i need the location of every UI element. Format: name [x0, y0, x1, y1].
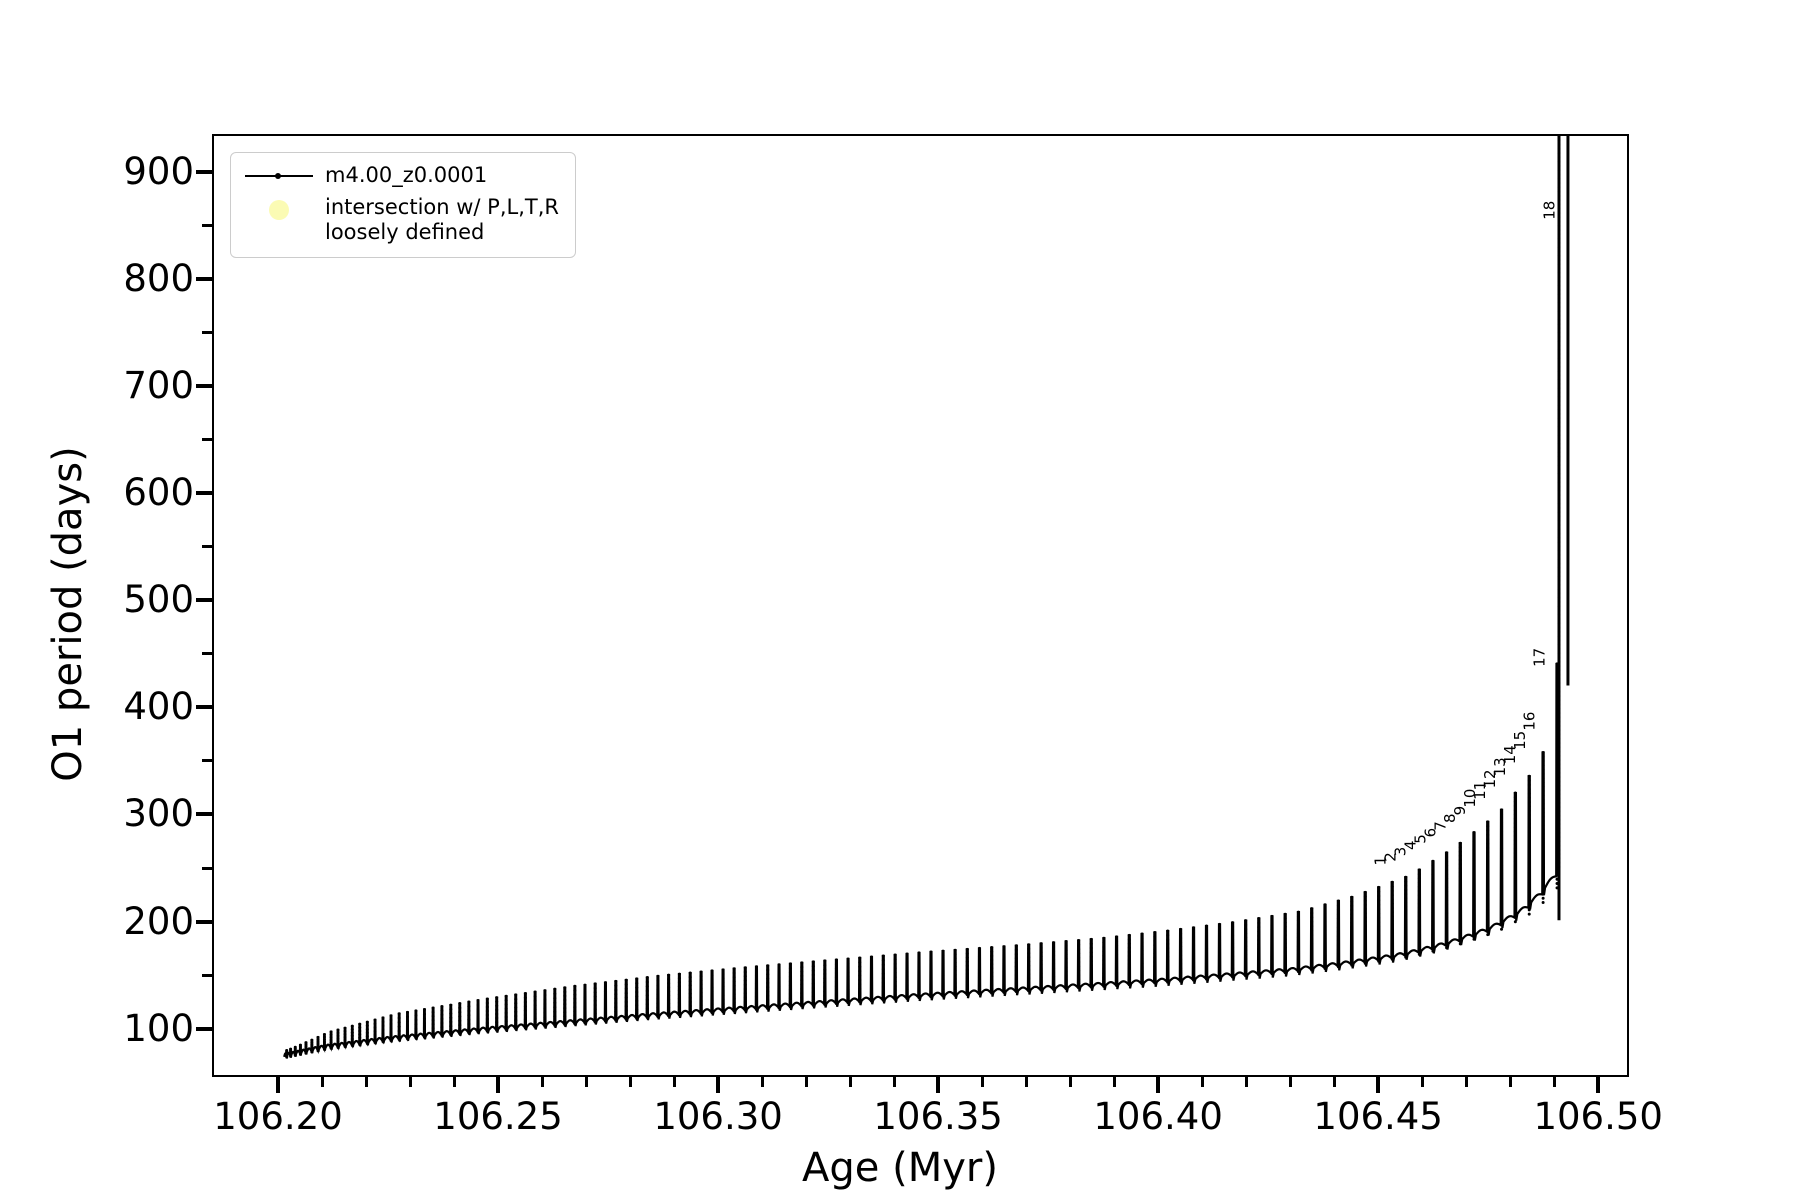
x-tick-mark-minor: [1332, 1075, 1336, 1087]
final-pulse-spike: [1557, 136, 1570, 921]
x-tick-label: 106.40: [1093, 1095, 1223, 1138]
x-tick-mark-minor: [540, 1075, 544, 1087]
pulse-index-label: 16: [1521, 712, 1539, 731]
y-tick-label: 500: [123, 578, 194, 622]
y-tick-mark: [196, 383, 214, 388]
pulse-index-label: 7: [1431, 821, 1449, 831]
x-tick-mark-minor: [1288, 1075, 1292, 1087]
x-tick-mark-minor: [1508, 1075, 1512, 1087]
pulse-index-label: 3: [1392, 847, 1410, 857]
y-tick-mark-minor: [202, 545, 214, 549]
x-tick-mark-minor: [1552, 1075, 1556, 1087]
x-tick-mark: [936, 1075, 941, 1093]
x-tick-mark: [716, 1075, 721, 1093]
x-tick-mark: [1596, 1075, 1601, 1093]
y-tick-label: 300: [123, 792, 194, 836]
y-tick-mark-minor: [202, 759, 214, 763]
y-tick-label: 700: [123, 363, 194, 407]
pulse-index-label: 8: [1441, 814, 1459, 824]
x-tick-mark-minor: [760, 1075, 764, 1087]
y-tick-mark: [196, 169, 214, 174]
pulse-index-label: 11: [1471, 781, 1489, 800]
y-tick-mark-minor: [202, 437, 214, 441]
pulse-index-label: 14: [1501, 745, 1519, 764]
legend-label-model: m4.00_z0.0001: [325, 163, 488, 187]
legend-line-marker-icon: [243, 163, 315, 189]
x-tick-label: 106.30: [653, 1095, 783, 1138]
period-track-markers: [285, 136, 1561, 1059]
y-tick-mark-minor: [202, 866, 214, 870]
pulse-index-label: 17: [1531, 648, 1549, 667]
x-tick-mark: [276, 1075, 280, 1093]
y-tick-mark: [196, 276, 214, 281]
x-tick-label: 106.20: [213, 1095, 343, 1138]
y-axis-title: O1 period (days): [45, 446, 91, 782]
period-track-line: [283, 136, 1561, 1059]
y-tick-label: 600: [123, 470, 194, 514]
x-tick-mark-minor: [1244, 1075, 1248, 1087]
x-tick-mark: [1156, 1075, 1161, 1093]
x-tick-mark-minor: [1024, 1075, 1028, 1087]
y-tick-label: 200: [123, 899, 194, 943]
pulse-index-label: 2: [1382, 852, 1400, 862]
x-tick-label: 106.45: [1313, 1095, 1443, 1138]
plot-area: 1 2 3 4 5 6 7 8 9 10 11 12 13 14 15 16 17 18: [212, 134, 1629, 1077]
y-tick-label: 100: [123, 1006, 194, 1050]
x-tick-mark-minor: [584, 1075, 588, 1087]
x-tick-mark-minor: [804, 1075, 808, 1087]
x-tick-mark-minor: [1112, 1075, 1116, 1087]
pulse-index-label: 10: [1461, 789, 1479, 808]
x-tick-mark-minor: [1068, 1075, 1072, 1087]
legend-label-intersection: intersection w/ P,L,T,R loosely defined: [325, 195, 559, 244]
legend-entry-intersection[interactable]: intersection w/ P,L,T,R loosely defined: [243, 195, 559, 245]
y-tick-mark: [196, 598, 214, 603]
pulse-index-label: 12: [1481, 769, 1499, 788]
y-tick-label: 400: [123, 685, 194, 729]
x-tick-mark-minor: [672, 1075, 676, 1087]
x-tick-label: 106.50: [1533, 1095, 1663, 1138]
x-tick-mark-minor: [364, 1075, 368, 1087]
legend-entry-model[interactable]: m4.00_z0.0001: [243, 163, 559, 189]
y-tick-mark-minor: [202, 223, 214, 227]
pulse-index-label: 4: [1401, 840, 1419, 850]
x-tick-mark-minor: [980, 1075, 984, 1087]
x-tick-mark: [1376, 1075, 1381, 1093]
legend-circle-marker-icon: [243, 195, 315, 221]
x-tick-mark-minor: [848, 1075, 852, 1087]
y-tick-mark: [196, 705, 214, 710]
x-axis-title: Age (Myr): [802, 1145, 998, 1191]
pulse-index-label: 6: [1421, 828, 1439, 838]
y-tick-mark: [196, 812, 214, 817]
x-tick-label: 106.25: [433, 1095, 563, 1138]
x-tick-label: 106.35: [873, 1095, 1003, 1138]
y-tick-mark: [196, 1026, 214, 1031]
x-tick-mark-minor: [320, 1075, 324, 1087]
pulse-index-label: 18: [1541, 201, 1559, 220]
y-tick-mark: [196, 490, 214, 495]
x-tick-mark-minor: [1200, 1075, 1204, 1087]
pulse-index-label: 9: [1451, 806, 1469, 816]
x-tick-mark: [496, 1075, 501, 1093]
y-tick-label: 800: [123, 256, 194, 300]
legend[interactable]: m4.00_z0.0001 intersection w/ P,L,T,R lo…: [230, 152, 576, 258]
x-tick-mark-minor: [628, 1075, 632, 1087]
x-tick-mark-minor: [408, 1075, 412, 1087]
x-tick-mark-minor: [1420, 1075, 1424, 1087]
y-tick-mark: [196, 919, 214, 924]
y-tick-mark-minor: [202, 973, 214, 977]
pulse-index-label: 15: [1511, 731, 1529, 750]
x-tick-mark-minor: [892, 1075, 896, 1087]
y-tick-label: 900: [123, 149, 194, 193]
pulse-index-label: 1: [1372, 856, 1390, 866]
x-tick-mark-minor: [1464, 1075, 1468, 1087]
y-tick-mark-minor: [202, 330, 214, 334]
pulse-index-label: 5: [1411, 834, 1429, 844]
y-tick-mark-minor: [202, 652, 214, 656]
x-tick-mark-minor: [452, 1075, 456, 1087]
pulse-index-label: 13: [1491, 757, 1509, 776]
